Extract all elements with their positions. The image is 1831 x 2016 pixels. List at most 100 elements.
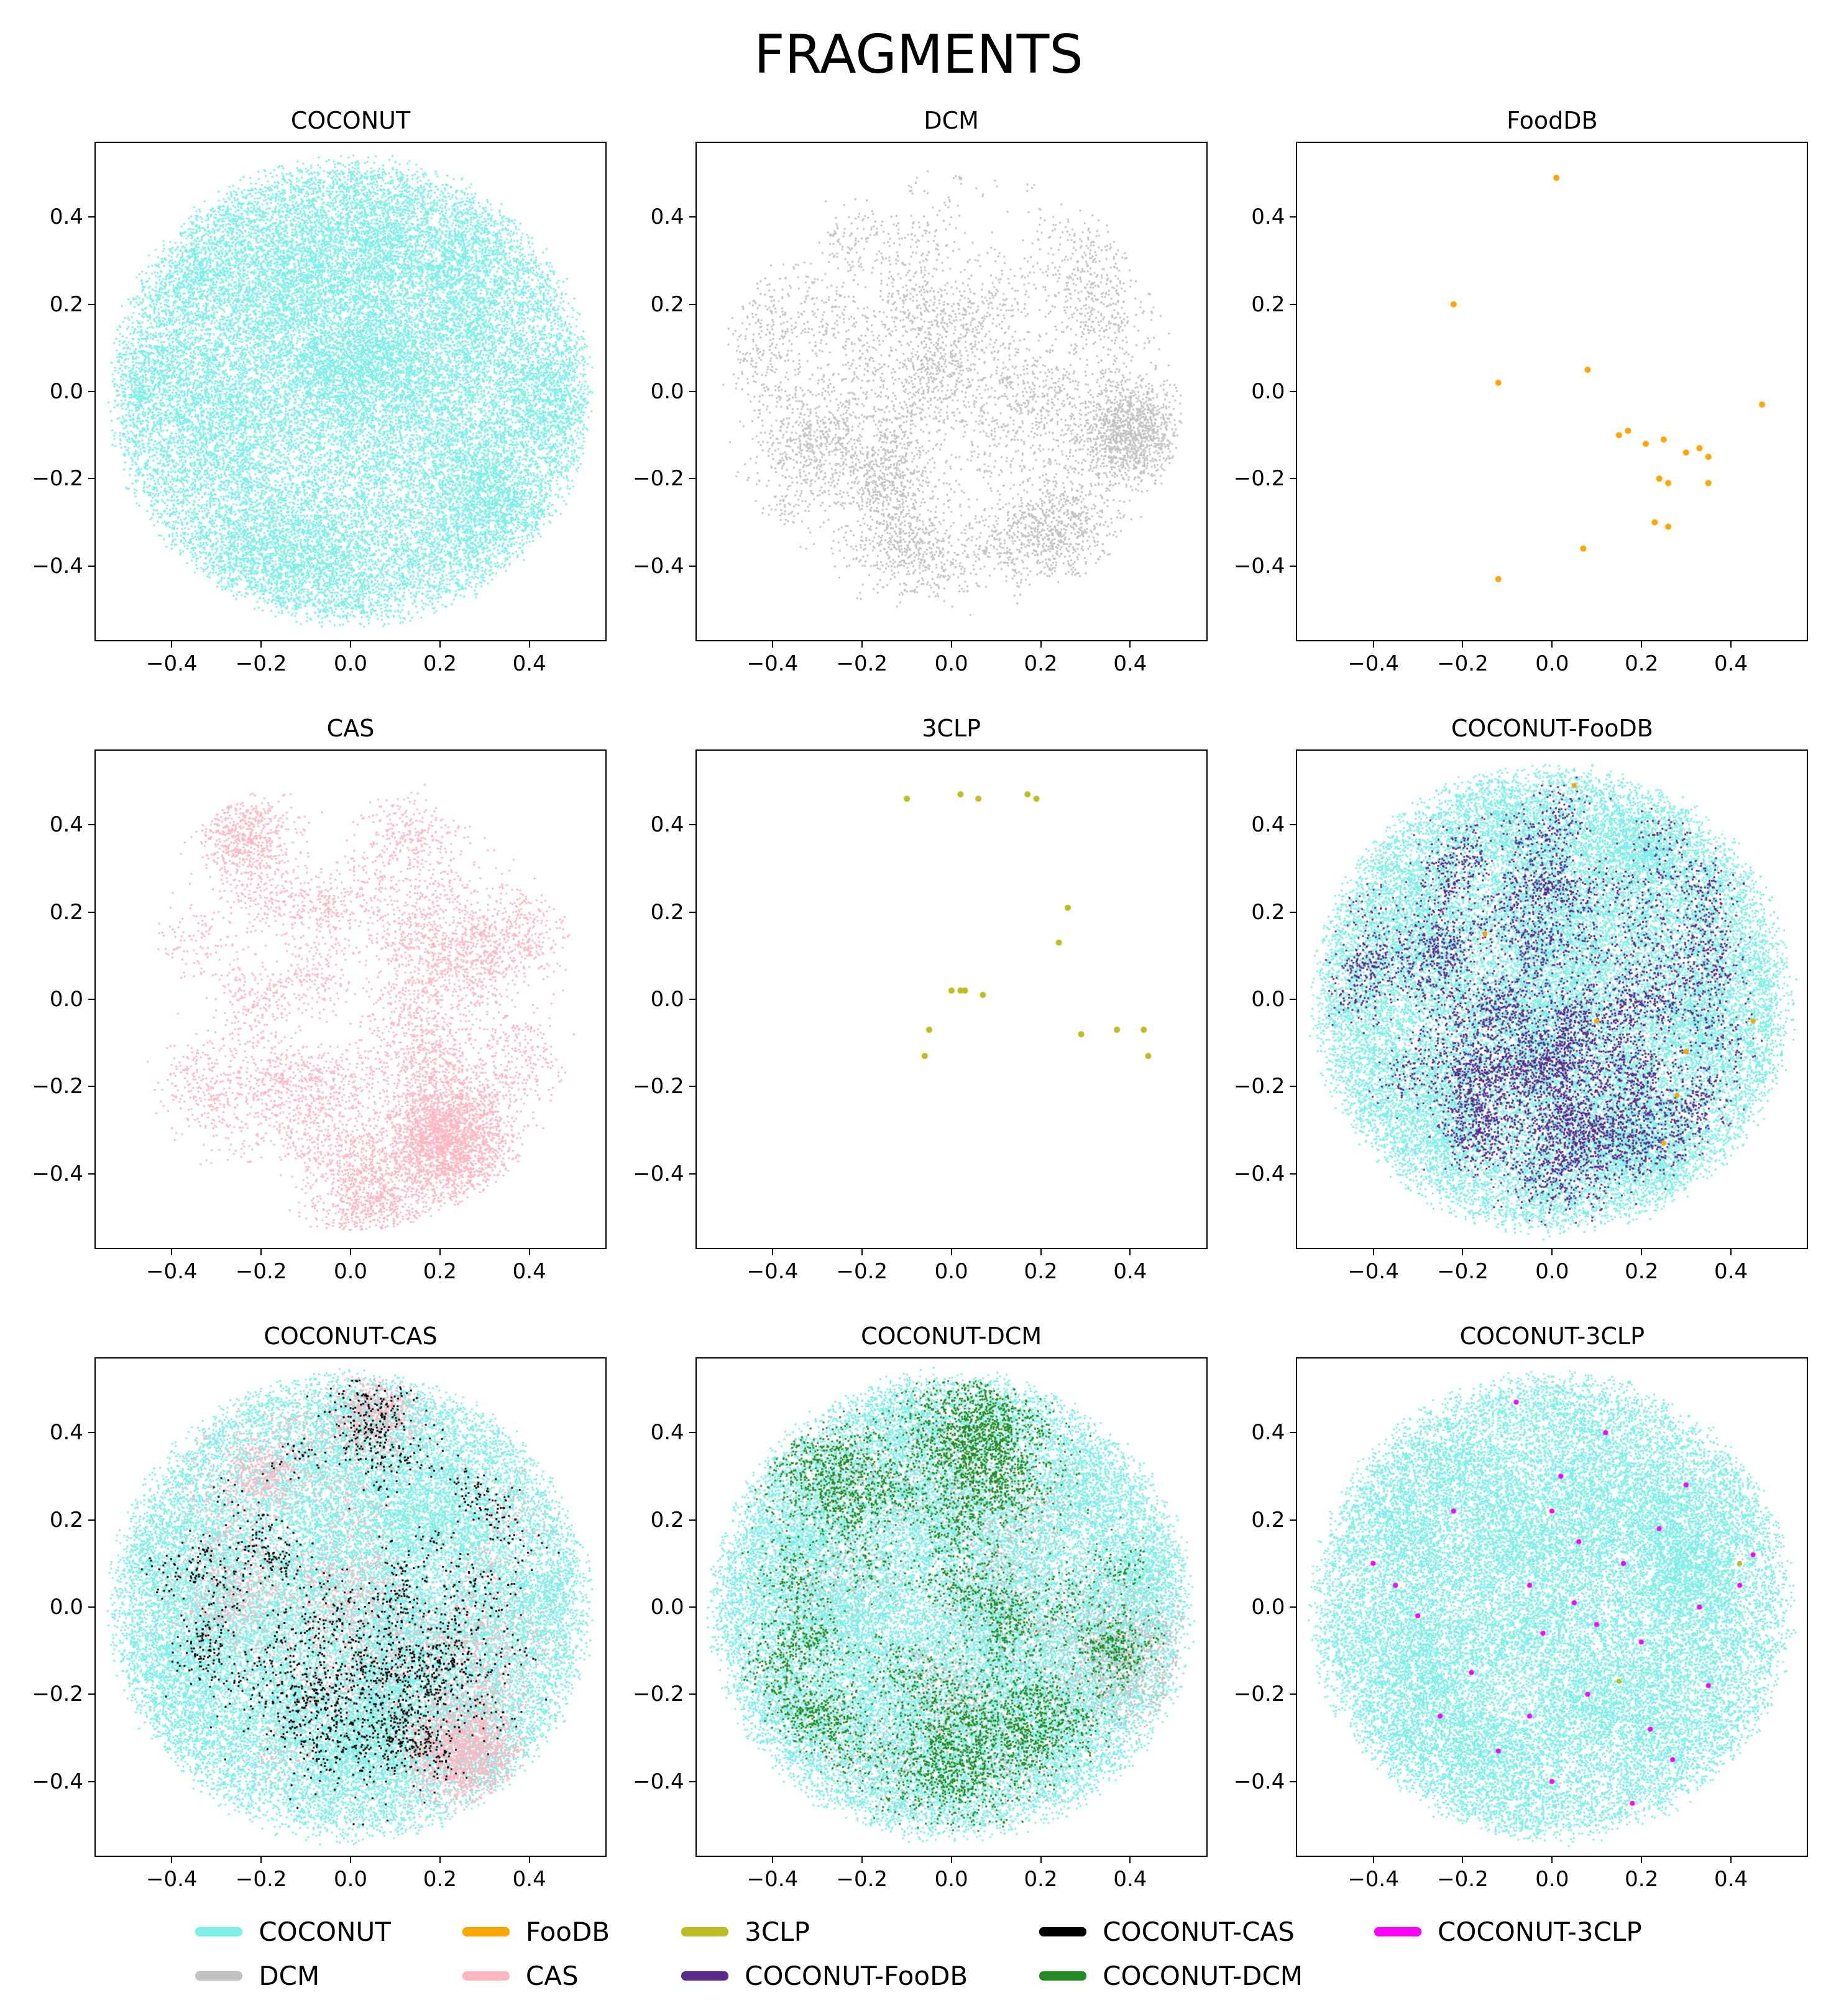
x-tick-label: 0.4 — [1714, 1259, 1748, 1284]
plot-area-coconut-foodb: −0.4 −0.2 0.0 0.2 0.4 −0.4 −0.2 0.0 0.2 0.4 — [1234, 749, 1809, 1284]
x-tick-label: 0.0 — [934, 651, 968, 676]
y-tick-label: 0.4 — [1251, 1420, 1285, 1446]
y-tick-mark — [1290, 1693, 1298, 1695]
y-tick-label: −0.2 — [633, 1682, 684, 1707]
x-tick-mark — [171, 1856, 173, 1863]
y-tick-label: 0.4 — [650, 1420, 684, 1446]
legend-label: CAS — [525, 1961, 579, 1991]
y-tick-mark — [88, 565, 96, 567]
legend-item: COCONUT-3CLP — [1374, 1917, 1642, 1947]
x-tick-mark — [771, 1248, 773, 1255]
legend-swatch — [195, 1971, 243, 1981]
plot-area-coconut: −0.4 −0.2 0.0 0.2 0.4 −0.4 −0.2 0.0 0.2 0.4 — [32, 142, 607, 676]
y-tick-label: −0.2 — [633, 466, 684, 492]
y-tick-mark — [689, 1086, 697, 1088]
legend-item: CAS — [462, 1961, 610, 1991]
y-tick-label: −0.2 — [1233, 1074, 1285, 1099]
y-tick-mark — [689, 1432, 697, 1434]
y-tick-mark — [1290, 1086, 1298, 1088]
subplot-coconut-dcm: COCONUT-DCM −0.4 −0.2 0.0 0.2 0.4 −0.4 −0.2 0.0… — [626, 1322, 1212, 1894]
x-tick-mark — [260, 1856, 262, 1863]
x-tick-label: 0.0 — [1535, 1867, 1569, 1892]
y-tick-mark — [689, 565, 697, 567]
x-tick-label: 0.0 — [1535, 1259, 1569, 1284]
y-tick-mark — [1290, 391, 1298, 392]
y-tick-label: 0.4 — [650, 812, 684, 838]
legend-item: DCM — [195, 1961, 391, 1991]
legend-swatch — [1039, 1927, 1087, 1936]
x-tick-label: 0.4 — [512, 1867, 546, 1892]
legend-label: COCONUT-FooDB — [745, 1961, 968, 1991]
scatter-canvas-coconut-foodb — [1297, 751, 1807, 1248]
x-tick-mark — [861, 1248, 863, 1255]
x-tick-label: 0.4 — [1714, 651, 1748, 676]
x-tick-label: 0.0 — [333, 1867, 368, 1892]
x-tick-label: −0.4 — [746, 651, 799, 676]
legend-swatch — [462, 1971, 510, 1981]
scatter-canvas-coconut-3clp — [1297, 1359, 1807, 1856]
y-tick-mark — [1290, 303, 1298, 305]
legend-label: FooDB — [525, 1917, 610, 1947]
y-tick-mark — [1290, 1432, 1298, 1434]
x-tick-mark — [1040, 1856, 1042, 1863]
x-tick-mark — [1462, 1856, 1464, 1863]
x-tick-label: 0.4 — [512, 651, 546, 676]
y-tick-mark — [88, 1606, 96, 1608]
x-tick-label: 0.2 — [1625, 1867, 1659, 1892]
plot-area-foodb: −0.4 −0.2 0.0 0.2 0.4 −0.4 −0.2 0.0 0.2 0.4 — [1234, 142, 1809, 676]
x-tick-mark — [1462, 1248, 1464, 1255]
x-tick-mark — [1372, 1248, 1374, 1255]
y-tick-label: 0.4 — [1251, 204, 1285, 230]
x-tick-mark — [950, 640, 952, 648]
x-tick-mark — [171, 1248, 173, 1255]
legend-swatch — [681, 1927, 729, 1936]
x-tick-mark — [771, 1856, 773, 1863]
x-tick-label: −0.2 — [836, 651, 888, 676]
x-tick-mark — [350, 1248, 351, 1255]
y-tick-mark — [88, 911, 96, 913]
y-tick-label: −0.2 — [633, 1074, 684, 1099]
legend-swatch — [1374, 1927, 1422, 1936]
y-tick-label: 0.4 — [49, 1420, 83, 1446]
y-tick-label: −0.4 — [32, 553, 83, 579]
subplot-title: FoodDB — [1507, 107, 1598, 134]
y-tick-mark — [689, 999, 697, 1000]
y-tick-mark — [689, 1173, 697, 1175]
y-tick-label: −0.4 — [1233, 1769, 1285, 1794]
legend-label: 3CLP — [745, 1917, 810, 1947]
legend-item: COCONUT-DCM — [1039, 1961, 1303, 1991]
y-tick-mark — [88, 1519, 96, 1521]
y-tick-mark — [1290, 1519, 1298, 1521]
x-tick-mark — [1641, 1856, 1643, 1863]
x-tick-label: 0.4 — [512, 1259, 546, 1284]
legend-item: COCONUT-FooDB — [681, 1961, 968, 1991]
x-tick-mark — [1040, 1248, 1042, 1255]
x-tick-label: −0.2 — [1437, 651, 1489, 676]
y-tick-label: −0.4 — [32, 1161, 83, 1186]
y-tick-label: −0.2 — [1233, 466, 1285, 492]
y-tick-label: 0.0 — [650, 1595, 684, 1620]
legend-item: FooDB — [462, 1917, 610, 1947]
legend: COCONUT DCM FooDB CAS 3CLP COCONUT-FooDB COCON… — [25, 1917, 1812, 1991]
legend-label: COCONUT-3CLP — [1438, 1917, 1642, 1947]
x-tick-label: 0.0 — [934, 1867, 968, 1892]
plot-area-coconut-cas: −0.4 −0.2 0.0 0.2 0.4 −0.4 −0.2 0.0 0.2 0.4 — [32, 1357, 607, 1892]
y-tick-mark — [1290, 565, 1298, 567]
x-tick-label: 0.0 — [333, 651, 368, 676]
x-tick-mark — [1551, 640, 1553, 648]
scatter-canvas-dcm — [696, 143, 1206, 640]
legend-column: COCONUT-CAS COCONUT-DCM — [1039, 1917, 1303, 1991]
plot-area-3clp: −0.4 −0.2 0.0 0.2 0.4 −0.4 −0.2 0.0 0.2 0.4 — [633, 749, 1208, 1284]
x-tick-mark — [171, 640, 173, 648]
y-tick-mark — [88, 1780, 96, 1782]
y-tick-label: 0.0 — [49, 1595, 83, 1620]
x-tick-label: 0.2 — [1625, 651, 1659, 676]
x-tick-mark — [528, 640, 530, 648]
legend-column: 3CLP COCONUT-FooDB — [681, 1917, 968, 1991]
x-tick-label: 0.2 — [1024, 651, 1058, 676]
x-tick-label: 0.0 — [333, 1259, 368, 1284]
y-tick-label: −0.2 — [1233, 1682, 1285, 1707]
y-tick-mark — [88, 1173, 96, 1175]
subplot-cas: CAS −0.4 −0.2 0.0 0.2 0.4 −0.4 −0.2 0.0 0.2 0.4 — [25, 715, 611, 1286]
